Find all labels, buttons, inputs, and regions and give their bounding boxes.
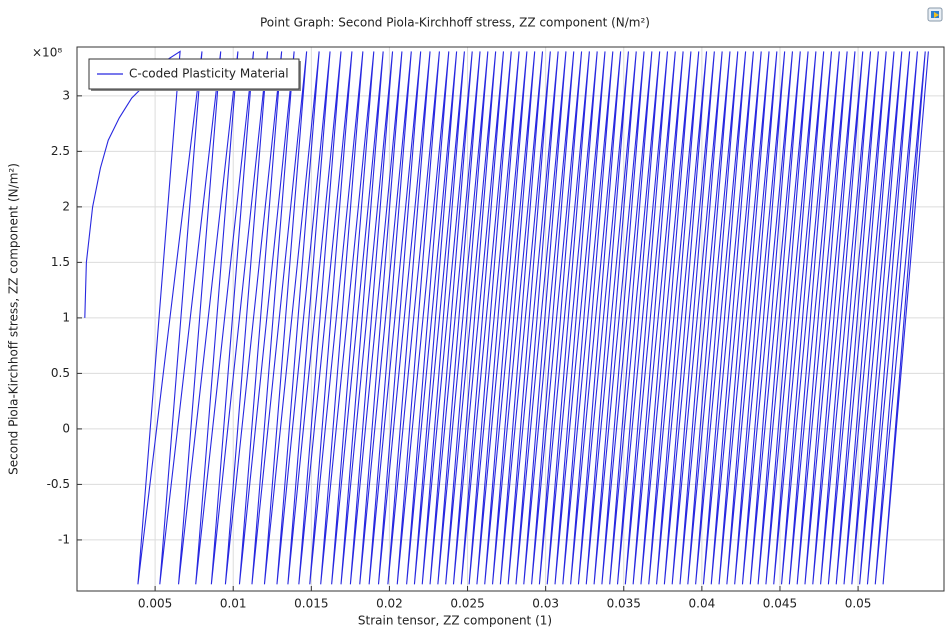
toolbar-icon[interactable]: [927, 7, 943, 22]
y-tick-label: 3: [62, 88, 70, 102]
y-tick-label: 2.5: [51, 144, 70, 158]
y-tick-label: 0: [62, 421, 70, 435]
x-tick-label: 0.04: [689, 597, 716, 611]
y-axis-label: Second Piola-Kirchhoff stress, ZZ compon…: [7, 163, 21, 475]
x-tick-label: 0.045: [763, 597, 797, 611]
x-tick-label: 0.01: [220, 597, 247, 611]
x-tick-label: 0.02: [376, 597, 403, 611]
y-tick-label: -0.5: [47, 477, 70, 491]
x-tick-label: 0.035: [607, 597, 641, 611]
y-tick-label: 1: [62, 310, 70, 324]
chart-title: Point Graph: Second Piola-Kirchhoff stre…: [260, 16, 650, 30]
x-axis-label: Strain tensor, ZZ component (1): [358, 614, 552, 628]
y-tick-label: 2: [62, 199, 70, 213]
x-tick-label: 0.025: [450, 597, 484, 611]
x-tick-label: 0.03: [532, 597, 559, 611]
y-tick-label: 1.5: [51, 255, 70, 269]
y-tick-label: 0.5: [51, 366, 70, 380]
plot-frame: [76, 46, 945, 592]
legend-label: C-coded Plasticity Material: [129, 67, 289, 81]
x-tick-label: 0.005: [138, 597, 172, 611]
y-multiplier: ×10⁸: [32, 46, 62, 60]
icon-arrow: [934, 12, 939, 18]
x-tick-label: 0.05: [845, 597, 872, 611]
legend-box: [88, 58, 300, 90]
y-tick-label: -1: [58, 532, 70, 546]
x-tick-label: 0.015: [294, 597, 328, 611]
data-line: [84, 50, 929, 585]
